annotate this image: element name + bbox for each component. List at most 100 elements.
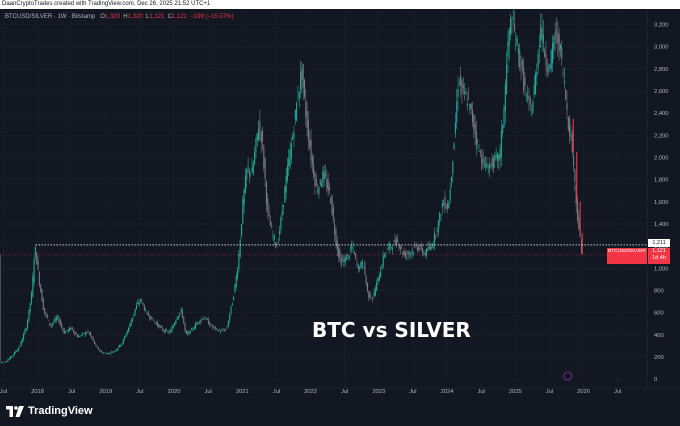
candle-body (407, 251, 409, 254)
candle-body (272, 235, 274, 237)
candle-body (533, 85, 535, 96)
candle-body (40, 284, 42, 292)
candle-body (527, 97, 529, 99)
candle-body (265, 182, 267, 204)
candle-body (468, 97, 470, 99)
candle-body (177, 315, 180, 319)
candle-body (541, 28, 543, 40)
candle-body (70, 328, 72, 330)
candle-body (267, 198, 269, 211)
y-tick-label: 2,400 (654, 111, 669, 117)
candle-body (319, 179, 321, 185)
candle-body (219, 331, 222, 333)
last-price-label: 1,121 1d 4h (648, 248, 670, 264)
x-tick-label: Jul (68, 389, 75, 395)
candle-body (289, 149, 291, 168)
candle-body (554, 31, 556, 39)
candle-body (305, 100, 307, 118)
price-axis[interactable]: 0 200 400 600 800 1,000 1,200 1,400 1,600 1,800 2,… (646, 0, 669, 388)
candle-body (366, 282, 369, 292)
candle-body (120, 344, 122, 347)
candle-body (48, 320, 50, 321)
y-tick-label: 1,000 (654, 266, 669, 272)
candle-body (306, 111, 308, 129)
candle-body (528, 95, 530, 100)
candle-body (193, 327, 195, 330)
candle-body (323, 170, 325, 180)
candle-body (492, 158, 495, 169)
overlay-title: BTC vs SILVER (312, 318, 471, 342)
candle-body (428, 246, 430, 249)
candle-body (67, 329, 69, 332)
candle-body (512, 17, 514, 20)
candle-body (559, 44, 561, 50)
candle-body (419, 248, 421, 250)
candle-body (210, 324, 212, 326)
candle-body (252, 162, 254, 175)
candle-body (225, 329, 227, 330)
candle-body (436, 231, 438, 232)
x-tick-label: Jul (273, 389, 280, 395)
y-tick-label: 3,000 (654, 45, 669, 51)
candle-body (406, 254, 408, 255)
candle-body (432, 243, 434, 248)
footer-bar (0, 397, 680, 426)
candle-body (75, 333, 77, 335)
candle-body (332, 207, 334, 220)
candle-body (336, 240, 338, 251)
candle-body (318, 187, 320, 195)
candle-body (128, 327, 130, 333)
candle-body (76, 335, 78, 338)
candle-body (21, 339, 23, 343)
candle-body (347, 254, 349, 256)
candle-body (457, 89, 459, 97)
candle-body (340, 257, 342, 266)
candle-body (276, 246, 278, 248)
candle-body (63, 329, 65, 334)
x-tick-label: Jul (477, 389, 484, 395)
candle-body (441, 203, 443, 208)
candle-body (96, 346, 98, 348)
event-marker-icon[interactable] (563, 371, 573, 381)
price-chart[interactable]: 0 200 400 600 800 1,000 1,200 1,400 1,600 1,800 2,… (0, 0, 680, 400)
candle-body (485, 164, 487, 167)
x-tick-label: 2018 (31, 389, 44, 395)
candle-body (197, 322, 199, 324)
candle-body (44, 307, 46, 313)
tradingview-branding[interactable]: TradingView (6, 403, 93, 419)
candle-body (293, 133, 295, 138)
candle-body (50, 324, 52, 326)
candle-body (491, 158, 493, 168)
candle-body (226, 327, 228, 329)
candle-body (326, 178, 328, 189)
candle-body (149, 316, 151, 319)
candle-body (510, 18, 512, 35)
candle-body (439, 212, 441, 223)
candle-body (17, 347, 19, 351)
candle-body (243, 190, 245, 205)
candle-body (462, 84, 464, 88)
candle-body (218, 329, 220, 331)
candle-body (42, 298, 44, 310)
candle-body (59, 320, 61, 325)
time-axis[interactable]: Jul 2018 Jul 2019 Jul 2020 Jul 2021 Jul 2022 Jul 20… (0, 371, 680, 395)
close-value: 1,121 (172, 14, 188, 20)
price-tag-symbol: BTCUSD/SILVER (607, 248, 646, 255)
candle-body (327, 179, 329, 191)
candle-body (192, 328, 194, 330)
candle-body (37, 260, 39, 270)
symbol-name[interactable]: BTCUSD/SILVER · 1W · Bitstamp (5, 14, 96, 20)
candle-body (373, 291, 375, 296)
candle-body (202, 318, 204, 320)
candle-body (180, 309, 182, 312)
candle-body (311, 157, 313, 164)
candle-body (256, 133, 258, 140)
candle-body (537, 53, 539, 68)
candle-body (338, 247, 340, 257)
candle-body (233, 297, 235, 301)
candle-body (571, 133, 573, 152)
candle-body (174, 322, 176, 326)
y-tick-label: 0 (654, 377, 657, 383)
candle-body (538, 45, 540, 48)
candle-body (198, 321, 201, 323)
